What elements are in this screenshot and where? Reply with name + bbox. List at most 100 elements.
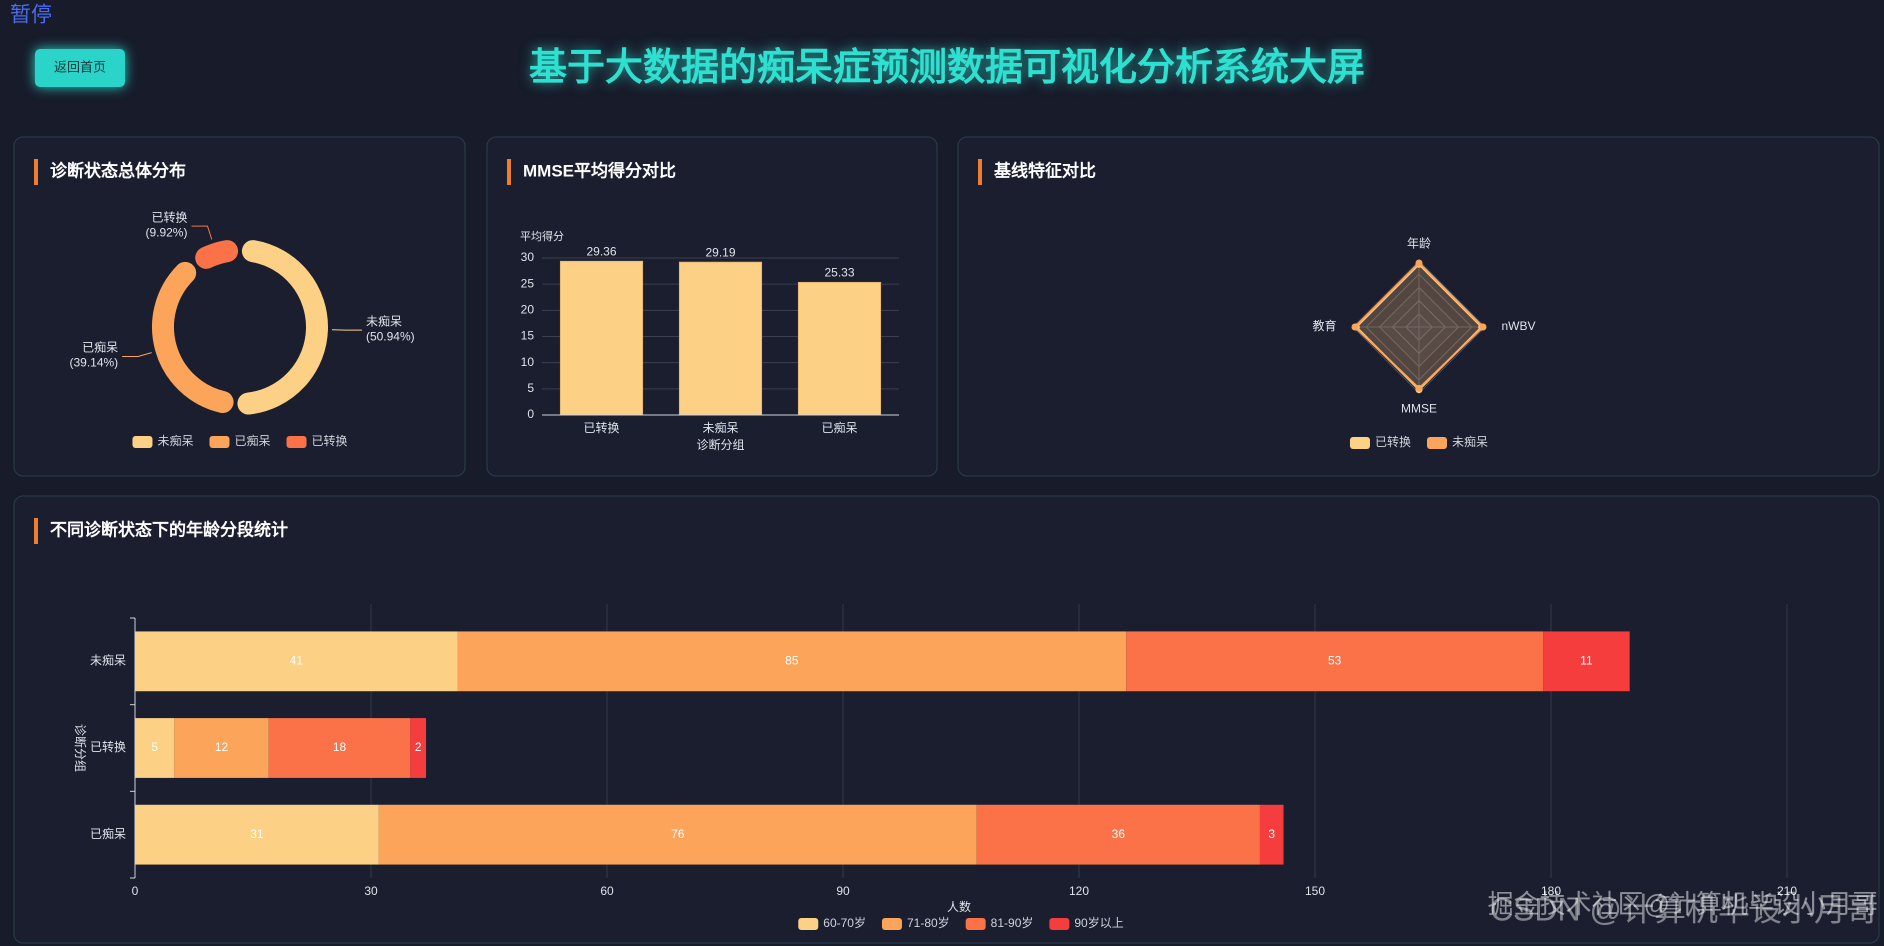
x-tick-label: 0	[132, 884, 139, 898]
panel-title-accent	[34, 518, 38, 544]
bar-segment	[457, 631, 1127, 692]
y-tick-label: 15	[521, 329, 535, 343]
pie-segment	[195, 240, 239, 269]
leader-line	[122, 352, 152, 358]
x-axis-title: 人数	[947, 899, 971, 914]
y-axis-title: 诊断分组	[73, 724, 88, 772]
segment-value-label: 18	[333, 740, 347, 754]
legend-label: 已痴呆	[234, 433, 270, 448]
x-tick-label: 150	[1305, 884, 1325, 898]
legend-label: 60-70岁	[823, 915, 866, 930]
x-tick-label: 90	[836, 884, 850, 898]
radar-indicator-label: nWBV	[1502, 319, 1536, 333]
x-tick-label: 30	[364, 884, 378, 898]
panel-title: 不同诊断状态下的年龄分段统计	[50, 519, 288, 539]
segment-value-label: 36	[1112, 827, 1126, 841]
legend: 未痴呆 已痴呆 已转换	[132, 433, 348, 448]
segment-value-label: 53	[1328, 654, 1342, 668]
radar-indicator-label: 教育	[1312, 318, 1336, 333]
pie-segment	[237, 240, 328, 415]
radar-point	[1415, 259, 1423, 267]
bar	[559, 260, 644, 416]
legend-label: 已转换	[1375, 434, 1411, 449]
legend-label: 未痴呆	[157, 433, 193, 448]
panel-title: MMSE平均得分对比	[523, 160, 676, 180]
segment-value-label: 3	[1268, 827, 1275, 841]
x-tick-label: 未痴呆	[702, 420, 738, 435]
legend-label: 已转换	[312, 433, 348, 448]
radar-point	[1351, 323, 1359, 331]
legend-swatch	[965, 918, 986, 930]
legend-swatch	[132, 436, 153, 448]
radar-indicator-label: MMSE	[1401, 402, 1437, 416]
pie-segment	[152, 261, 234, 414]
back-button[interactable]	[35, 49, 125, 87]
back-button-label[interactable]: 返回首页	[54, 59, 106, 74]
y-tick-label: 已转换	[90, 739, 126, 754]
legend-label: 90岁以上	[1074, 915, 1123, 930]
bar-value-label: 29.36	[586, 245, 616, 259]
bar-segment	[268, 718, 411, 778]
bar-value-label: 25.33	[824, 266, 854, 280]
legend-swatch	[1049, 918, 1070, 930]
x-tick-label: 210	[1777, 884, 1797, 898]
slice-value-label: (39.14%)	[69, 356, 118, 370]
slice-value-label: (50.94%)	[366, 329, 415, 343]
legend-swatch	[798, 918, 819, 930]
slice-value-label: (9.92%)	[145, 225, 187, 239]
y-tick-label: 10	[521, 355, 535, 369]
legend: 已转换 未痴呆	[1349, 434, 1488, 449]
panel-title-accent	[978, 159, 982, 185]
bar-segment	[174, 718, 269, 778]
y-tick-label: 已痴呆	[90, 826, 126, 841]
segment-value-label: 11	[1580, 654, 1593, 668]
bar-segment	[410, 718, 427, 778]
bar	[797, 281, 882, 416]
bar	[678, 261, 763, 416]
bar-segment	[1259, 804, 1284, 865]
slice-label: 未痴呆	[366, 313, 402, 328]
radar-point	[1479, 323, 1487, 331]
bar-segment	[135, 718, 175, 778]
panel-title-accent	[34, 159, 38, 185]
y-tick-label: 30	[521, 250, 535, 264]
segment-value-label: 5	[151, 740, 158, 754]
bar-segment	[378, 804, 977, 865]
segment-value-label: 41	[290, 654, 304, 668]
y-tick-label: 未痴呆	[90, 653, 126, 668]
legend-swatch	[286, 436, 307, 448]
legend-swatch	[209, 436, 230, 448]
panel	[13, 136, 466, 477]
bar-segment	[1126, 631, 1544, 692]
legend-label: 未痴呆	[1452, 434, 1488, 449]
panel-title: 诊断状态总体分布	[50, 160, 186, 180]
x-tick-label: 180	[1541, 884, 1561, 898]
slice-label: 已痴呆	[82, 340, 118, 355]
legend-swatch	[1349, 437, 1370, 449]
leader-line	[191, 225, 213, 240]
segment-value-label: 31	[250, 827, 264, 841]
slice-label: 已转换	[151, 209, 187, 224]
bar-segment	[976, 804, 1260, 865]
panel-title-accent	[507, 159, 511, 185]
segment-value-label: 76	[671, 827, 685, 841]
legend-label: 71-80岁	[907, 915, 950, 930]
watermark: CSDN @计算机毕设小月哥	[1490, 891, 1878, 927]
y-axis-title: 平均得分	[520, 230, 564, 243]
x-tick-label: 120	[1069, 884, 1089, 898]
y-tick-label: 5	[527, 381, 534, 395]
x-tick-label: 已转换	[583, 420, 619, 435]
x-tick-label: 60	[600, 884, 614, 898]
legend-label: 81-90岁	[991, 915, 1034, 930]
radar-point	[1415, 384, 1423, 392]
pause-label: 暂停	[10, 4, 52, 27]
bar-segment	[135, 804, 379, 865]
x-tick-label: 已痴呆	[821, 420, 857, 435]
page-title: 基于大数据的痴呆症预测数据可视化分析系统大屏	[529, 47, 1365, 89]
segment-value-label: 2	[415, 740, 422, 754]
legend: 60-70岁 71-80岁 81-90岁 90岁以上	[798, 915, 1124, 930]
bar-segment	[135, 631, 458, 692]
x-axis-title: 诊断分组	[696, 437, 744, 452]
